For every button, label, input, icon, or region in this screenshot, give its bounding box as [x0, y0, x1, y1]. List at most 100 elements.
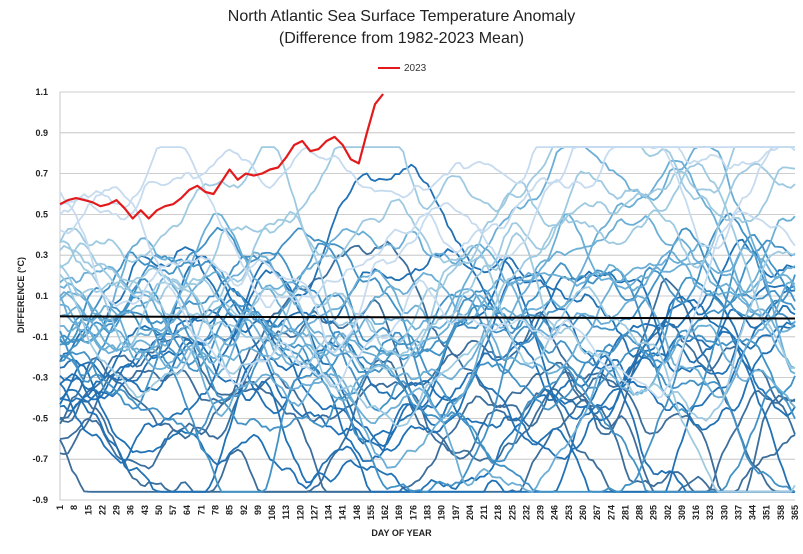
x-tick-label: 204	[465, 505, 475, 520]
x-tick-label: 365	[790, 505, 800, 520]
y-tick-label: -0.5	[32, 413, 48, 423]
x-tick-label: 22	[97, 505, 107, 515]
background-series-line	[59, 255, 796, 452]
y-tick-label: -0.9	[32, 495, 48, 505]
x-tick-label: 239	[536, 505, 546, 520]
x-tick-label: 246	[550, 505, 560, 520]
x-tick-label: 127	[309, 505, 319, 520]
x-tick-label: 8	[69, 505, 79, 510]
background-series-line	[59, 238, 796, 415]
x-tick-label: 50	[154, 505, 164, 515]
y-tick-label: -0.1	[32, 332, 48, 342]
x-tick-label: 113	[281, 505, 291, 520]
x-tick-label: 190	[437, 505, 447, 520]
chart-title-line1: North Atlantic Sea Surface Temperature A…	[227, 8, 576, 25]
x-tick-label: 309	[677, 505, 687, 520]
x-tick-label: 85	[225, 505, 235, 515]
background-series-line	[59, 212, 796, 493]
y-tick-label: 0.1	[35, 291, 48, 301]
y-tick-label: -0.3	[32, 373, 48, 383]
x-tick-label: 155	[366, 505, 376, 520]
background-series-line	[59, 234, 796, 414]
x-tick-label: 1	[55, 505, 65, 510]
x-tick-label: 43	[140, 505, 150, 515]
x-tick-label: 253	[564, 505, 574, 520]
x-tick-label: 15	[83, 505, 93, 515]
x-tick-label: 106	[267, 505, 277, 520]
x-tick-label: 260	[578, 505, 588, 520]
background-series-line	[59, 215, 796, 469]
x-tick-label: 78	[210, 505, 220, 515]
x-tick-label: 57	[168, 505, 178, 515]
x-tick-label: 218	[493, 505, 503, 520]
x-tick-label: 141	[338, 505, 348, 520]
x-tick-label: 120	[295, 505, 305, 520]
x-tick-label: 351	[762, 505, 772, 520]
x-tick-label: 337	[733, 505, 743, 520]
legend-label-2023: 2023	[404, 62, 427, 74]
background-series-line	[59, 146, 795, 221]
background-series-line	[59, 146, 795, 399]
background-series-line	[59, 146, 796, 493]
x-tick-label: 225	[507, 505, 517, 520]
x-tick-label: 281	[620, 505, 630, 520]
x-tick-label: 176	[408, 505, 418, 520]
x-tick-label: 162	[380, 505, 390, 520]
y-tick-label: 1.1	[35, 87, 48, 97]
x-tick-label: 211	[479, 505, 489, 520]
x-tick-label: 267	[592, 505, 602, 520]
background-series-line	[59, 255, 796, 464]
x-tick-label: 99	[253, 505, 263, 515]
series-2023-line	[59, 93, 384, 220]
background-series-line	[59, 146, 796, 399]
x-tick-label: 323	[705, 505, 715, 520]
x-tick-label: 302	[663, 505, 673, 520]
background-series-line	[60, 309, 796, 493]
x-tick-label: 358	[776, 505, 786, 520]
x-tick-label: 36	[126, 505, 136, 515]
x-tick-label: 64	[182, 505, 192, 515]
x-tick-label: 274	[606, 505, 616, 520]
x-tick-label: 232	[521, 505, 531, 520]
y-tick-label: -0.7	[32, 454, 48, 464]
background-series-line	[59, 213, 796, 381]
y-tick-label: 0.7	[35, 169, 48, 179]
legend: 2023	[378, 61, 426, 75]
x-axis-label: DAY OF YEAR	[371, 528, 432, 538]
x-tick-label: 29	[112, 505, 122, 515]
background-series-line	[59, 242, 796, 493]
x-tick-label: 330	[719, 505, 729, 520]
background-series-line	[59, 226, 796, 493]
x-tick-label: 183	[423, 505, 433, 520]
y-tick-label: 0.3	[35, 250, 48, 260]
background-series-group	[59, 146, 796, 493]
background-series-line	[59, 146, 796, 372]
y-tick-labels: 1.1 0.9 0.7 0.5 0.3 0.1 -0.1 -0.3 -0.5 -0.7 -0.9	[32, 87, 48, 505]
background-series-line	[59, 304, 796, 493]
chart-subtitle: (Difference from 1982-2023 Mean)	[278, 30, 525, 47]
x-tick-label: 295	[649, 505, 659, 520]
mean-line-group	[59, 315, 796, 320]
background-series-line	[59, 146, 796, 309]
mean-line	[59, 315, 796, 320]
x-tick-labels: 1 8 15 22 29 36 43 50 57 64 71 78 85 92 99 106 113 120 127…	[55, 505, 800, 520]
x-tick-label: 169	[394, 505, 404, 520]
x-tick-label: 71	[196, 505, 206, 515]
background-series-line	[59, 269, 796, 399]
x-tick-label: 288	[635, 505, 645, 520]
x-tick-label: 148	[352, 505, 362, 520]
y-tick-label: 0.9	[35, 128, 48, 138]
y-tick-label: 0.5	[35, 209, 48, 219]
background-series-line	[59, 146, 796, 402]
x-tick-label: 134	[324, 505, 334, 520]
x-tick-label: 197	[451, 505, 461, 520]
x-tick-label: 316	[691, 505, 701, 520]
background-series-line	[59, 162, 796, 428]
x-tick-label: 92	[239, 505, 249, 515]
highlight-series-group	[59, 93, 384, 220]
legend-swatch-2023	[378, 67, 400, 69]
chart-title: North Atlantic Sea Surface Temperature A…	[0, 6, 803, 50]
background-series-line	[59, 227, 796, 372]
x-tick-label: 344	[748, 505, 758, 520]
